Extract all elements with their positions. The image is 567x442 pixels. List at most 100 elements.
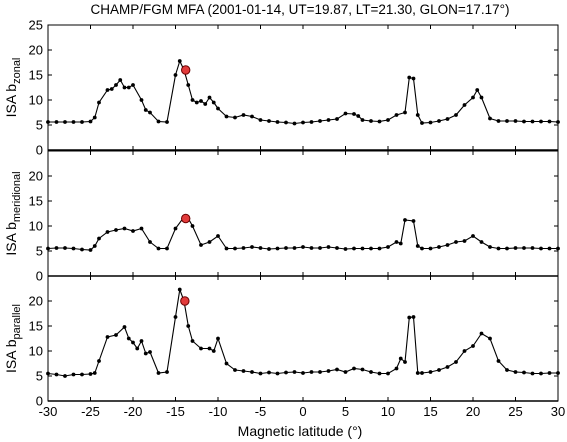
data-point <box>437 245 441 249</box>
data-point <box>46 371 50 376</box>
y-axis-label-sub: parallel <box>11 304 23 339</box>
data-point <box>454 113 458 117</box>
x-tick-label: 20 <box>466 404 480 419</box>
data-point <box>415 113 420 117</box>
data-point <box>190 98 195 102</box>
x-tick-label: -20 <box>124 404 143 419</box>
data-point <box>505 119 509 123</box>
data-point <box>80 120 84 124</box>
data-point <box>148 110 152 115</box>
data-point <box>250 370 254 374</box>
y-tick-label: 0 <box>36 143 43 158</box>
data-point <box>88 248 93 252</box>
data-point <box>275 120 280 124</box>
data-point <box>394 240 399 244</box>
data-point <box>267 247 271 251</box>
data-point <box>199 99 203 103</box>
data-point <box>513 119 518 123</box>
data-point <box>437 368 441 372</box>
data-point <box>488 245 492 249</box>
data-point <box>224 246 229 251</box>
data-point <box>411 315 416 319</box>
x-axis-label: Magnetic latitude (°) <box>238 423 363 439</box>
y-axis-label: ISA bzonal <box>3 58 23 118</box>
y-tick-label: 5 <box>36 244 43 259</box>
data-point <box>407 75 412 80</box>
data-point <box>556 120 560 124</box>
data-point <box>224 114 229 119</box>
highlight-point <box>181 213 191 224</box>
data-point <box>462 239 467 243</box>
y-tick-label: 15 <box>29 319 43 334</box>
data-point <box>97 236 101 241</box>
y-axis-label-main: ISA b <box>3 84 19 118</box>
data-point <box>415 244 420 248</box>
data-point <box>309 370 314 374</box>
data-point <box>156 371 161 375</box>
data-point <box>539 371 543 376</box>
data-point <box>250 114 254 119</box>
data-point <box>318 246 322 250</box>
data-point <box>284 120 288 125</box>
data-point <box>309 246 314 250</box>
data-point <box>352 246 356 251</box>
x-tick-label: -5 <box>255 404 267 419</box>
data-point <box>496 119 501 123</box>
data-point <box>556 371 560 375</box>
data-point <box>343 247 348 251</box>
data-point <box>369 119 373 123</box>
data-point <box>105 88 110 92</box>
data-point <box>496 359 501 363</box>
data-point <box>403 110 407 115</box>
data-point <box>292 246 297 250</box>
data-point <box>258 246 263 250</box>
series-line <box>48 59 559 125</box>
data-point <box>131 83 135 87</box>
data-point <box>165 120 169 124</box>
data-point <box>241 113 246 117</box>
data-point <box>454 240 458 244</box>
data-point <box>105 335 110 339</box>
data-point <box>267 119 271 123</box>
data-point <box>54 372 59 377</box>
data-point <box>398 356 403 361</box>
data-point <box>275 371 280 376</box>
data-point <box>173 315 178 319</box>
data-point <box>539 119 543 124</box>
panel-3: -30 -25 -20 -15 -10 -5 0 5 10 15 20 25 30 0 5 10 15 20 ISA… <box>3 275 565 419</box>
x-tick-label: 0 <box>299 404 306 419</box>
data-point <box>377 371 382 376</box>
data-point <box>437 119 441 123</box>
y-tick-label: 10 <box>29 93 43 108</box>
data-point <box>114 228 118 232</box>
data-point <box>54 120 59 124</box>
data-point <box>211 100 216 105</box>
data-point <box>194 100 199 105</box>
y-tick-label: 0 <box>36 269 43 284</box>
data-point <box>309 120 314 124</box>
y-axis-label-main: ISA b <box>3 339 19 373</box>
data-point <box>173 226 178 231</box>
data-point <box>301 120 305 125</box>
y-tick-label: 20 <box>29 169 43 184</box>
data-point <box>216 336 220 341</box>
data-point <box>207 346 212 351</box>
data-point <box>335 246 339 250</box>
data-point <box>92 371 97 375</box>
series-line <box>47 216 558 251</box>
data-point <box>126 85 131 90</box>
data-point <box>131 229 135 233</box>
data-point <box>284 246 288 250</box>
data-point <box>360 118 365 122</box>
data-point <box>114 83 118 87</box>
data-point <box>46 246 50 251</box>
data-point <box>488 336 492 341</box>
y-axis-label-sub: zonal <box>11 58 23 84</box>
data-point <box>479 95 484 100</box>
data-point <box>80 247 84 252</box>
data-point <box>122 226 127 231</box>
y-tick-label: 15 <box>29 194 43 209</box>
data-point <box>275 246 280 251</box>
data-point <box>386 245 390 249</box>
